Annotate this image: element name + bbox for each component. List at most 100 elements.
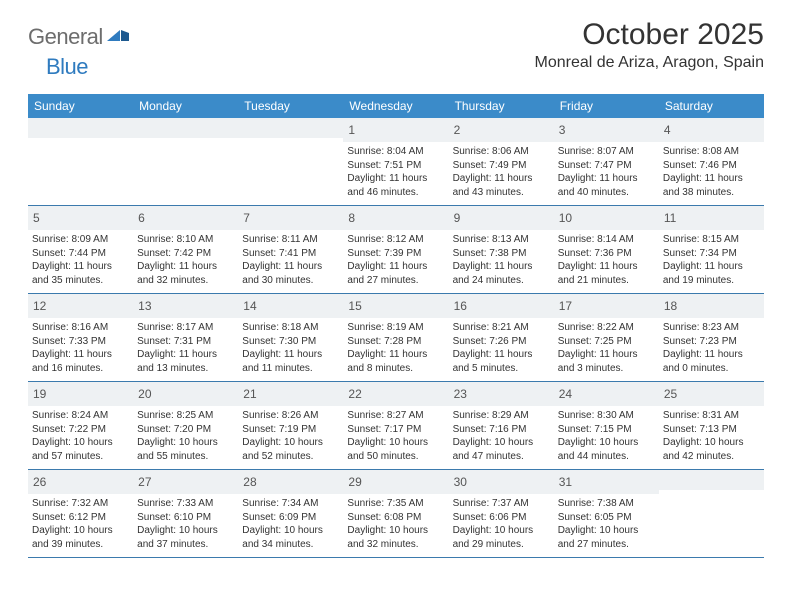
daylight-text: Daylight: 11 hours and 19 minutes. (663, 260, 760, 287)
day-cell (238, 118, 343, 205)
sunrise-text: Sunrise: 8:04 AM (347, 145, 444, 159)
sunset-text: Sunset: 7:42 PM (137, 247, 234, 261)
day-cell: 28Sunrise: 7:34 AMSunset: 6:09 PMDayligh… (238, 470, 343, 557)
daylight-text: Daylight: 10 hours and 47 minutes. (453, 436, 550, 463)
weeks-container: 1 Sunrise: 8:04 AMSunset: 7:51 PMDaylight… (28, 118, 764, 558)
daylight-text: Daylight: 10 hours and 32 minutes. (347, 524, 444, 551)
day-number: 19 (33, 387, 46, 401)
week-row: 19Sunrise: 8:24 AMSunset: 7:22 PMDayligh… (28, 382, 764, 470)
daylight-text: Daylight: 11 hours and 30 minutes. (242, 260, 339, 287)
day-cell: 18 Sunrise: 8:23 AMSunset: 7:23 PMDayligh… (659, 294, 764, 381)
day-detail: Sunrise: 7:33 AMSunset: 6:10 PMDaylight:… (137, 497, 234, 551)
day-number-row: 17 (554, 294, 659, 318)
sunrise-text: Sunrise: 8:16 AM (32, 321, 129, 335)
sunset-text: Sunset: 7:17 PM (347, 423, 444, 437)
day-cell: 22Sunrise: 8:27 AMSunset: 7:17 PMDayligh… (343, 382, 448, 469)
week-row: 26Sunrise: 7:32 AMSunset: 6:12 PMDayligh… (28, 470, 764, 558)
daylight-text: Daylight: 11 hours and 24 minutes. (453, 260, 550, 287)
day-header: Monday (133, 94, 238, 118)
day-detail: Sunrise: 8:16 AMSunset: 7:33 PMDaylight:… (32, 321, 129, 375)
sunrise-text: Sunrise: 8:23 AM (663, 321, 760, 335)
day-cell: 15Sunrise: 8:19 AMSunset: 7:28 PMDayligh… (343, 294, 448, 381)
day-cell: 31Sunrise: 7:38 AMSunset: 6:05 PMDayligh… (554, 470, 659, 557)
day-number-row: 9 (449, 206, 554, 230)
sunset-text: Sunset: 6:05 PM (558, 511, 655, 525)
day-detail: Sunrise: 8:07 AMSunset: 7:47 PMDaylight:… (558, 145, 655, 199)
day-cell: 3Sunrise: 8:07 AMSunset: 7:47 PMDaylight… (554, 118, 659, 205)
day-detail: Sunrise: 8:08 AMSunset: 7:46 PMDaylight:… (663, 145, 760, 199)
day-number: 10 (559, 211, 572, 225)
day-detail: Sunrise: 7:38 AMSunset: 6:05 PMDaylight:… (558, 497, 655, 551)
daylight-text: Daylight: 11 hours and 43 minutes. (453, 172, 550, 199)
day-number-row: 12 (28, 294, 133, 318)
sunrise-text: Sunrise: 8:21 AM (453, 321, 550, 335)
empty-day-number-row (28, 118, 133, 138)
day-header: Thursday (449, 94, 554, 118)
sunrise-text: Sunrise: 8:30 AM (558, 409, 655, 423)
logo-text-blue: Blue (46, 54, 88, 79)
day-cell: 21Sunrise: 8:26 AMSunset: 7:19 PMDayligh… (238, 382, 343, 469)
sunset-text: Sunset: 7:25 PM (558, 335, 655, 349)
daylight-text: Daylight: 11 hours and 38 minutes. (663, 172, 760, 199)
day-cell: 19Sunrise: 8:24 AMSunset: 7:22 PMDayligh… (28, 382, 133, 469)
day-number: 12 (33, 299, 46, 313)
day-cell (659, 470, 764, 557)
sunset-text: Sunset: 6:10 PM (137, 511, 234, 525)
sunrise-text: Sunrise: 8:11 AM (242, 233, 339, 247)
sunrise-text: Sunrise: 7:37 AM (453, 497, 550, 511)
sunrise-text: Sunrise: 7:34 AM (242, 497, 339, 511)
day-detail: Sunrise: 8:31 AMSunset: 7:13 PMDaylight:… (663, 409, 760, 463)
daylight-text: Daylight: 10 hours and 29 minutes. (453, 524, 550, 551)
sunrise-text: Sunrise: 8:24 AM (32, 409, 129, 423)
day-detail: Sunrise: 8:27 AMSunset: 7:17 PMDaylight:… (347, 409, 444, 463)
day-detail: Sunrise: 8:06 AMSunset: 7:49 PMDaylight:… (453, 145, 550, 199)
day-number-row: 16 (449, 294, 554, 318)
calendar-page: General October 2025 Monreal de Ariza, A… (0, 0, 792, 568)
day-number-row: 5 (28, 206, 133, 230)
sunrise-text: Sunrise: 8:14 AM (558, 233, 655, 247)
day-number: 4 (664, 123, 671, 137)
sunrise-text: Sunrise: 8:13 AM (453, 233, 550, 247)
day-number-row: 26 (28, 470, 133, 494)
sunset-text: Sunset: 7:33 PM (32, 335, 129, 349)
daylight-text: Daylight: 11 hours and 35 minutes. (32, 260, 129, 287)
sunset-text: Sunset: 7:49 PM (453, 159, 550, 173)
day-number: 15 (348, 299, 361, 313)
day-cell: 5Sunrise: 8:09 AMSunset: 7:44 PMDaylight… (28, 206, 133, 293)
sunrise-text: Sunrise: 8:10 AM (137, 233, 234, 247)
day-detail: Sunrise: 8:30 AMSunset: 7:15 PMDaylight:… (558, 409, 655, 463)
day-number-row: 18 (659, 294, 764, 318)
day-detail: Sunrise: 8:21 AMSunset: 7:26 PMDaylight:… (453, 321, 550, 375)
sunrise-text: Sunrise: 8:17 AM (137, 321, 234, 335)
sunset-text: Sunset: 6:06 PM (453, 511, 550, 525)
daylight-text: Daylight: 10 hours and 39 minutes. (32, 524, 129, 551)
sunset-text: Sunset: 7:34 PM (663, 247, 760, 261)
sunrise-text: Sunrise: 8:18 AM (242, 321, 339, 335)
sunrise-text: Sunrise: 8:06 AM (453, 145, 550, 159)
day-number-row: 13 (133, 294, 238, 318)
sunset-text: Sunset: 7:46 PM (663, 159, 760, 173)
day-detail: Sunrise: 8:12 AMSunset: 7:39 PMDaylight:… (347, 233, 444, 287)
day-detail: Sunrise: 8:23 AMSunset: 7:23 PMDaylight:… (663, 321, 760, 375)
day-number: 18 (664, 299, 677, 313)
week-row: 5Sunrise: 8:09 AMSunset: 7:44 PMDaylight… (28, 206, 764, 294)
day-cell: 23Sunrise: 8:29 AMSunset: 7:16 PMDayligh… (449, 382, 554, 469)
day-detail: Sunrise: 8:25 AMSunset: 7:20 PMDaylight:… (137, 409, 234, 463)
flag-icon (107, 27, 129, 48)
day-number-row: 19 (28, 382, 133, 406)
day-number-row: 25 (659, 382, 764, 406)
day-number-row: 11 (659, 206, 764, 230)
day-cell: 29Sunrise: 7:35 AMSunset: 6:08 PMDayligh… (343, 470, 448, 557)
sunset-text: Sunset: 7:44 PM (32, 247, 129, 261)
day-detail: Sunrise: 8:04 AMSunset: 7:51 PMDaylight:… (347, 145, 444, 199)
sunset-text: Sunset: 7:38 PM (453, 247, 550, 261)
daylight-text: Daylight: 11 hours and 21 minutes. (558, 260, 655, 287)
sunrise-text: Sunrise: 8:31 AM (663, 409, 760, 423)
day-number: 1 (348, 123, 355, 137)
day-cell: 16 Sunrise: 8:21 AMSunset: 7:26 PMDayligh… (449, 294, 554, 381)
sunset-text: Sunset: 7:36 PM (558, 247, 655, 261)
day-number-row: 1 (343, 118, 448, 142)
day-number: 27 (138, 475, 151, 489)
day-number: 2 (454, 123, 461, 137)
day-cell: 20Sunrise: 8:25 AMSunset: 7:20 PMDayligh… (133, 382, 238, 469)
